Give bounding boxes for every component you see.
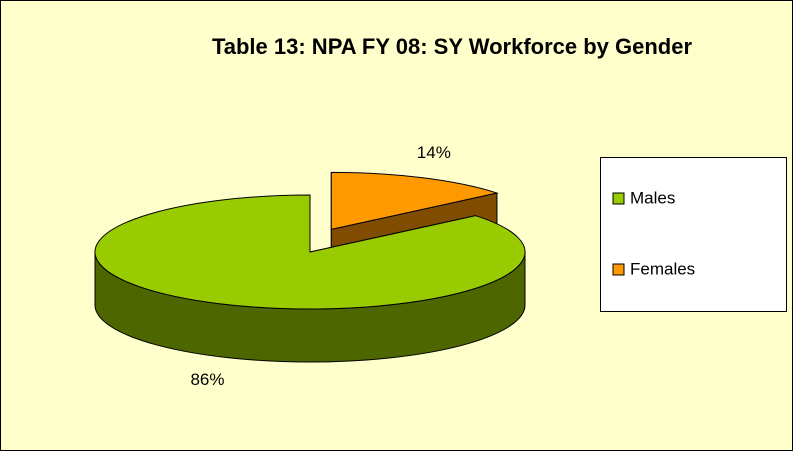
legend-label: Females	[630, 259, 695, 278]
legend-marker	[612, 192, 625, 205]
slice	[94, 194, 526, 310]
legend-label: Males	[630, 188, 675, 207]
legend-marker	[612, 263, 625, 276]
data-label: 86%	[190, 370, 224, 389]
data-label: 14%	[417, 143, 451, 162]
slice	[330, 171, 499, 231]
legend	[600, 157, 787, 312]
chart-title: Table 13: NPA FY 08: SY Workforce by Gen…	[212, 34, 693, 59]
